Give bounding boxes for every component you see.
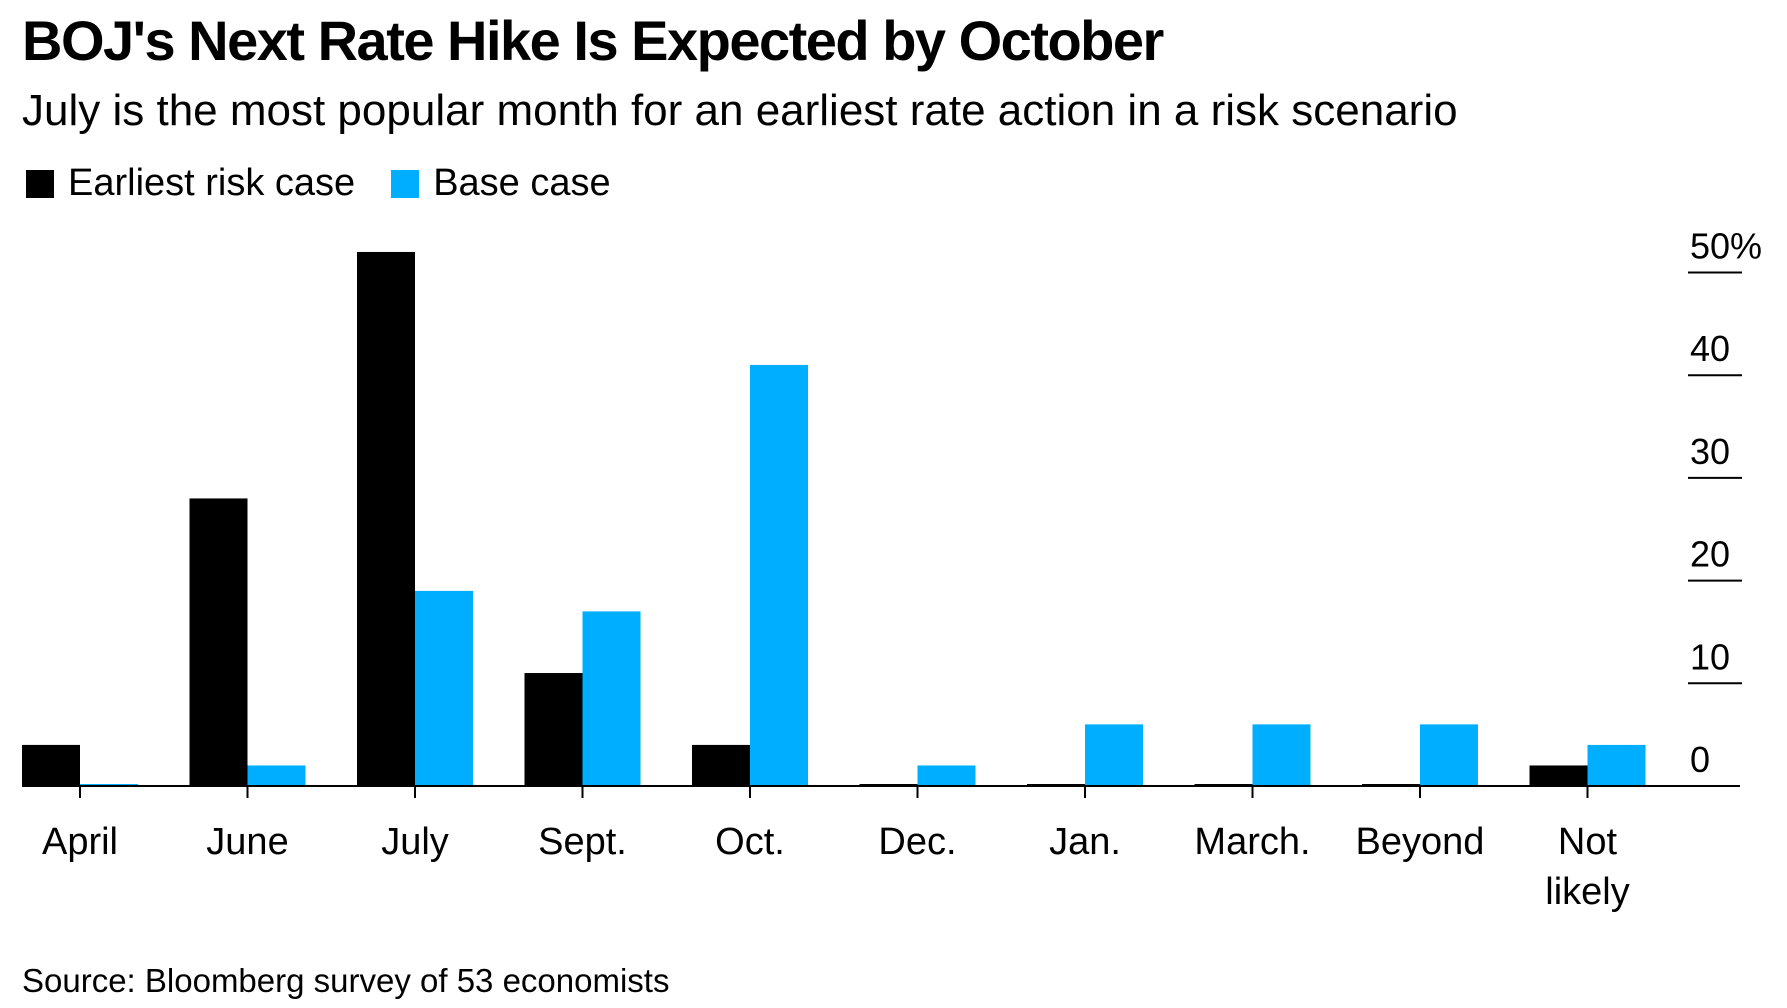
x-category-label-line: Beyond: [1356, 821, 1485, 863]
bar-earliest-risk: [22, 744, 80, 786]
bar-earliest-risk: [1529, 765, 1588, 786]
y-tick-label: 50%: [1690, 226, 1762, 267]
x-category-label-line: April: [42, 821, 118, 863]
legend: Earliest risk case Base case: [26, 162, 647, 205]
x-category-label: April: [42, 821, 118, 863]
chart-title: BOJ's Next Rate Hike Is Expected by Octo…: [22, 9, 1164, 72]
x-category-label-line: Dec.: [878, 821, 956, 863]
legend-swatch-base-case: [391, 169, 420, 198]
x-category-label: Oct.: [715, 821, 785, 863]
x-category-label: July: [381, 821, 449, 863]
bar-base-case: [1587, 744, 1646, 786]
legend-item-earliest-risk: Earliest risk case: [26, 162, 355, 205]
bar-base-case: [917, 765, 976, 786]
legend-item-base-case: Base case: [391, 162, 611, 205]
x-category-label-line: Sept.: [538, 821, 627, 863]
x-category-label: Jan.: [1049, 821, 1121, 863]
bar-base-case: [750, 364, 808, 786]
bar-earliest-risk: [524, 673, 583, 786]
x-category-label-line: Jan.: [1049, 821, 1121, 863]
bar-earliest-risk: [692, 744, 750, 786]
y-tick-label: 20: [1690, 534, 1730, 575]
source-note: Source: Bloomberg survey of 53 economist…: [22, 962, 670, 999]
bar-earliest-risk: [189, 498, 248, 786]
legend-label-earliest-risk: Earliest risk case: [68, 162, 356, 204]
x-category-label: Beyond: [1356, 821, 1485, 863]
x-category-label: Not likely: [1545, 821, 1629, 913]
y-tick-label: 0: [1690, 739, 1710, 780]
x-category-label: June: [206, 821, 288, 863]
legend-swatch-earliest-risk: [26, 169, 54, 198]
bar-base-case: [582, 611, 641, 786]
chart-subtitle: July is the most popular month for an ea…: [22, 86, 1458, 135]
legend-label-base-case: Base case: [433, 162, 611, 204]
x-category-label-line: Not: [1558, 821, 1618, 863]
y-tick-label: 10: [1690, 636, 1730, 677]
y-tick-label: 30: [1690, 431, 1730, 472]
x-category-label: Dec.: [878, 821, 956, 863]
x-category-label-line: March.: [1194, 821, 1310, 863]
x-category-label-line: July: [381, 821, 449, 863]
bar-earliest-risk: [357, 251, 415, 786]
bar-base-case: [1085, 724, 1143, 786]
x-category-label: March.: [1194, 821, 1310, 863]
bar-base-case: [415, 590, 473, 786]
y-tick-label: 40: [1690, 328, 1730, 369]
bar-base-case: [1252, 724, 1311, 786]
bar-base-case: [1420, 724, 1478, 786]
x-category-label-line: June: [206, 821, 288, 863]
x-category-label: Sept.: [538, 821, 627, 863]
x-category-label-line: Oct.: [715, 821, 785, 863]
x-category-label-line: likely: [1545, 871, 1629, 913]
bar-base-case: [247, 765, 306, 786]
